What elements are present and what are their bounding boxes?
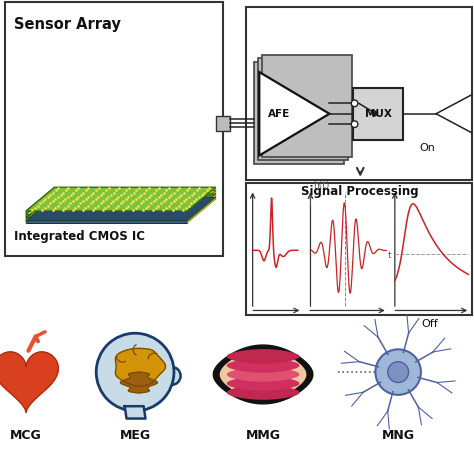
Circle shape [351,121,358,128]
Circle shape [388,362,409,383]
Polygon shape [26,194,216,218]
FancyBboxPatch shape [254,62,344,164]
Polygon shape [228,368,299,381]
Polygon shape [26,211,187,223]
FancyBboxPatch shape [353,88,403,140]
Polygon shape [26,187,55,223]
FancyBboxPatch shape [246,183,472,315]
FancyBboxPatch shape [216,116,230,131]
Polygon shape [26,187,216,211]
Circle shape [163,367,181,385]
Circle shape [375,349,421,395]
Circle shape [96,333,174,411]
Text: t: t [388,252,392,260]
Polygon shape [220,351,306,398]
Text: Signal Processing: Signal Processing [301,185,419,198]
Polygon shape [228,386,299,399]
Text: Off: Off [421,319,438,328]
Polygon shape [228,377,299,390]
Polygon shape [26,191,216,214]
Text: AFE: AFE [268,109,290,119]
Polygon shape [120,372,157,393]
Text: MCG: MCG [10,428,42,442]
FancyBboxPatch shape [262,55,352,157]
Text: MUX: MUX [365,109,392,119]
Text: On: On [419,143,435,153]
Circle shape [351,100,358,107]
Text: MMG: MMG [246,428,281,442]
FancyBboxPatch shape [5,2,223,256]
Polygon shape [228,359,299,372]
Text: h(t): h(t) [313,181,329,190]
Text: MNG: MNG [382,428,415,442]
Text: MEG: MEG [119,428,151,442]
Polygon shape [0,352,58,412]
Text: Sensor Array: Sensor Array [14,17,121,32]
Polygon shape [26,197,216,221]
Polygon shape [125,406,146,419]
Polygon shape [187,187,216,223]
Polygon shape [213,345,313,404]
Polygon shape [259,72,329,155]
Text: Integrated CMOS IC: Integrated CMOS IC [14,230,145,243]
FancyBboxPatch shape [258,58,348,160]
Polygon shape [228,350,299,363]
Polygon shape [115,348,165,386]
FancyBboxPatch shape [246,7,472,180]
